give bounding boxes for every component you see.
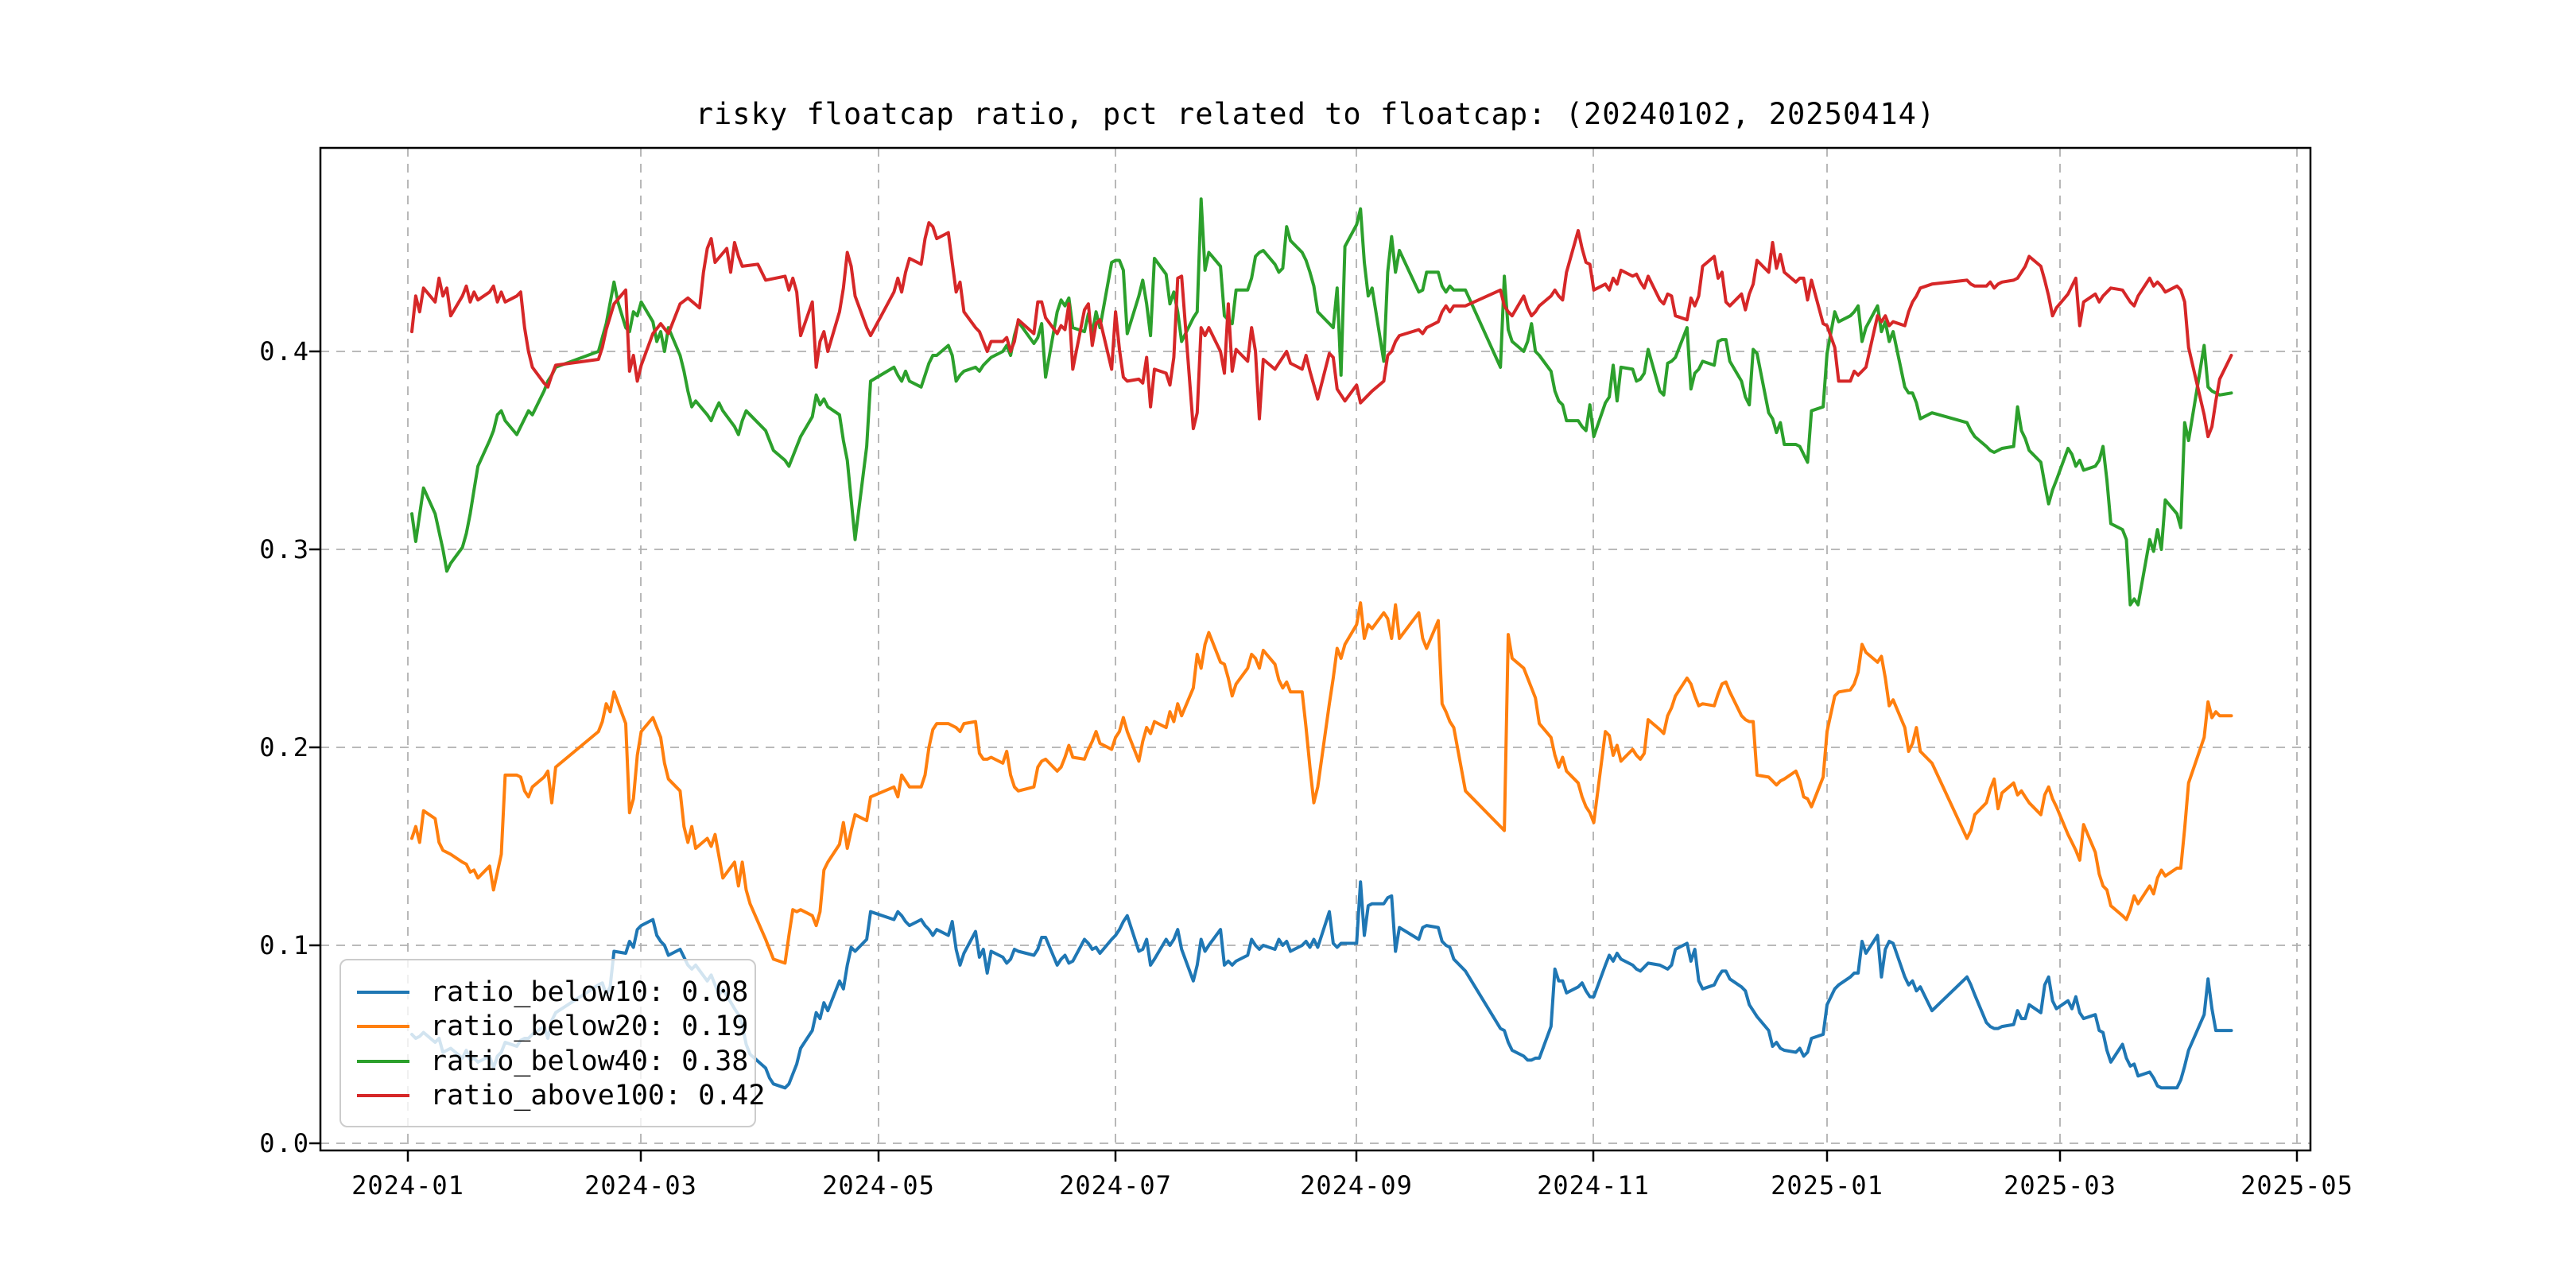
x-tick-label-2025-01: 2025-01 (1771, 1170, 1884, 1201)
legend-label-ratio-below10: ratio_below10: 0.08 (430, 976, 749, 1008)
legend-label-ratio-below40: ratio_below40: 0.38 (430, 1045, 749, 1077)
x-tick-label-2024-05: 2024-05 (822, 1170, 935, 1201)
legend-label-ratio-above100: ratio_above100: 0.42 (430, 1080, 766, 1112)
legend-row-ratio-below40: ratio_below40: 0.38 (357, 1044, 748, 1079)
y-tick-label-0.1: 0.1 (259, 930, 310, 960)
x-tick-label-2025-03: 2025-03 (2004, 1170, 2116, 1201)
legend-row-ratio-above100: ratio_above100: 0.42 (357, 1079, 765, 1114)
legend-line-sample-red (357, 1094, 409, 1098)
legend-line-sample-green (357, 1059, 409, 1063)
y-tick-label-0.3: 0.3 (259, 534, 310, 564)
x-tick-label-2024-01: 2024-01 (351, 1170, 464, 1201)
y-tick-label-0.0: 0.0 (259, 1128, 310, 1158)
x-tick-label-2024-09: 2024-09 (1300, 1170, 1413, 1201)
x-tick-label-2024-11: 2024-11 (1537, 1170, 1650, 1201)
legend-label-ratio-below20: ratio_below20: 0.19 (430, 1011, 749, 1043)
series-line-ratio-below20 (410, 601, 2233, 965)
legend-line-sample-orange (357, 1025, 409, 1029)
y-tick-label-0.2: 0.2 (259, 732, 310, 762)
axis-tick-marks (309, 350, 2299, 1162)
chart-title: risky floatcap ratio, pct related to flo… (695, 97, 1936, 131)
plot-border (319, 146, 2312, 1152)
series-lines (410, 197, 2233, 1090)
legend-row-ratio-below10: ratio_below10: 0.08 (357, 975, 748, 1010)
x-tick-label-2025-05: 2025-05 (2240, 1170, 2353, 1201)
y-tick-label-0.4: 0.4 (259, 336, 310, 367)
x-tick-label-2024-03: 2024-03 (584, 1170, 697, 1201)
x-tick-label-2024-07: 2024-07 (1059, 1170, 1172, 1201)
legend-box: ratio_below10: 0.08 ratio_below20: 0.19 … (339, 959, 765, 1127)
legend-row-ratio-below20: ratio_below20: 0.19 (357, 1010, 748, 1045)
series-line-ratio-above100 (410, 221, 2233, 439)
legend-line-sample-blue (357, 990, 409, 994)
gridlines (320, 148, 2310, 1150)
series-line-ratio-below40 (410, 197, 2233, 607)
